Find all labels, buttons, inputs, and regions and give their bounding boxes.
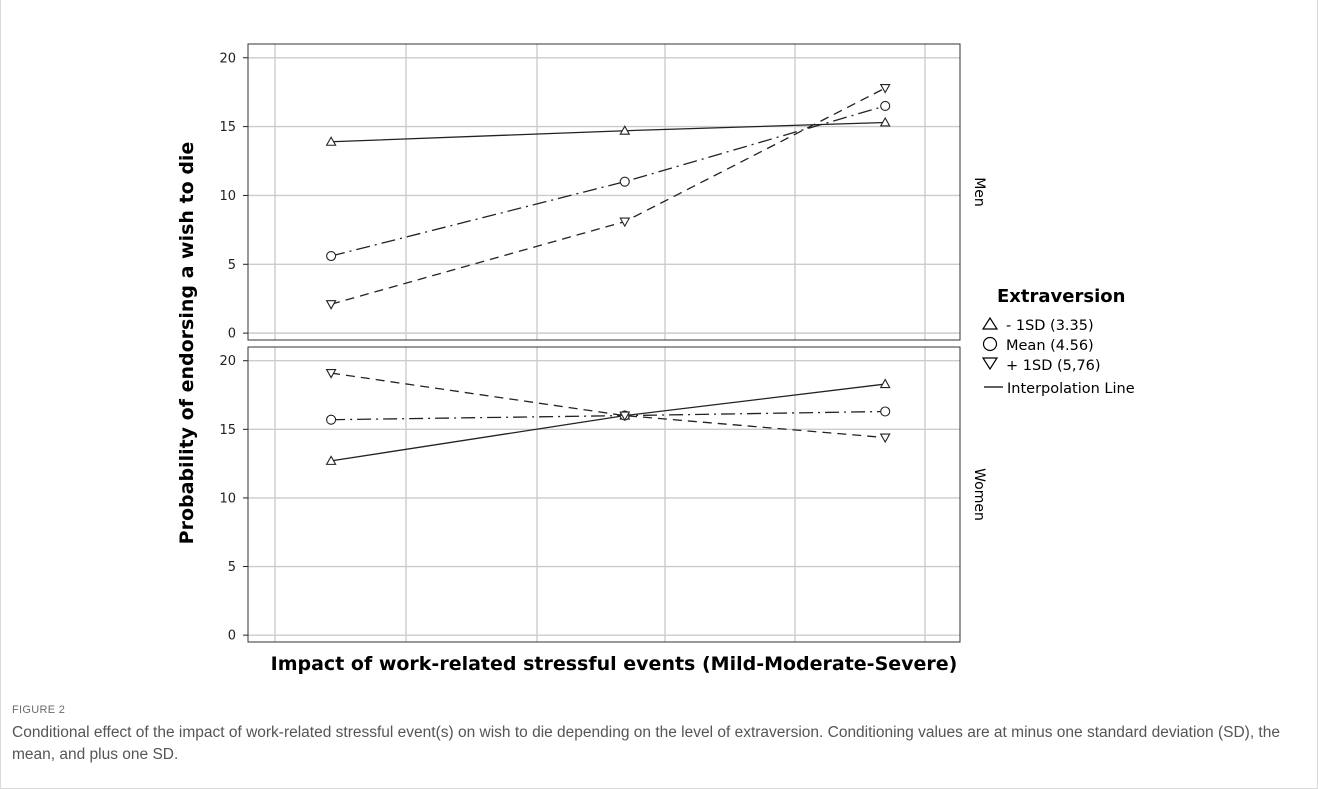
legend-label-mean: Mean (4.56) <box>1006 338 1094 354</box>
point-men-triangle-down <box>879 84 891 94</box>
point-men-circle <box>326 250 337 262</box>
y-tick-label-men: 5 <box>228 258 236 273</box>
point-men-circle <box>619 176 630 187</box>
panel-label-women: Women <box>971 468 987 521</box>
point-men-triangle-down <box>619 217 631 228</box>
point-women-triangle-down <box>619 411 631 422</box>
point-women-triangle-down <box>879 433 891 444</box>
legend-triangle-down-icon <box>981 357 999 371</box>
point-women-triangle-down <box>325 369 337 379</box>
legend-circle-icon <box>982 336 998 352</box>
chart: 0 5 10 15 20 Men 0 5 10 15 20 Women Extraversion - 1S… <box>176 43 1135 675</box>
figure-caption: Conditional effect of the impact of work… <box>12 724 1280 763</box>
legend-title: Extraversion <box>997 286 1125 307</box>
point-men-triangle-down <box>325 300 337 310</box>
legend-label-minus-1sd: - 1SD (3.35) <box>1006 318 1094 334</box>
y-tick-label-women: 0 <box>228 629 236 644</box>
point-women-triangle-up <box>325 455 337 465</box>
y-tick-label-men: 10 <box>219 189 236 204</box>
point-women-triangle-up <box>879 378 891 389</box>
series-line-men-triangle-up <box>331 121 886 143</box>
panel-frame-men <box>247 43 961 341</box>
legend-label-plus-1sd: + 1SD (5,76) <box>1006 358 1101 374</box>
y-tick-label-women: 5 <box>228 560 236 575</box>
panel-frame-women <box>247 346 961 643</box>
panel-label-men: Men <box>971 177 987 207</box>
figure-label: FIGURE 2 <box>12 704 66 716</box>
point-men-triangle-up <box>619 125 631 135</box>
y-tick-label-women: 20 <box>219 354 236 369</box>
legend-triangle-up-icon <box>981 316 999 330</box>
x-axis-title: Impact of work-related stressful events … <box>271 653 958 675</box>
y-tick-label-women: 10 <box>219 491 236 506</box>
y-axis-title: Probability of endorsing a wish to die <box>176 142 198 545</box>
point-men-circle <box>880 100 891 112</box>
point-women-circle <box>326 414 337 425</box>
legend-label-interpolation-line: Interpolation Line <box>1007 381 1135 397</box>
point-men-triangle-up <box>879 116 891 127</box>
y-tick-label-women: 15 <box>219 423 236 438</box>
point-women-circle <box>880 406 891 417</box>
series-line-men-circle <box>330 105 886 257</box>
series-line-women-triangle-up <box>331 383 886 462</box>
point-men-triangle-up <box>325 136 337 146</box>
y-tick-label-men: 20 <box>219 51 236 66</box>
y-tick-label-men: 0 <box>228 327 236 342</box>
series-line-women-triangle-down <box>331 372 886 439</box>
y-tick-label-men: 15 <box>219 120 236 135</box>
